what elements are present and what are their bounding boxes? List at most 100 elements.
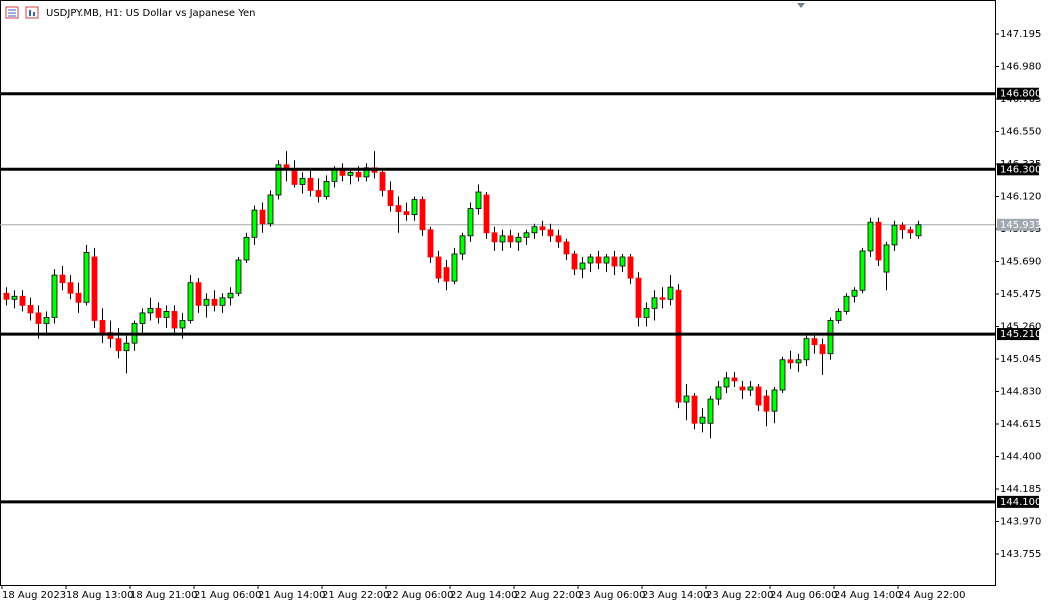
- candle-body: [843, 295, 850, 312]
- candle-body: [51, 274, 58, 318]
- candle-body: [539, 226, 546, 231]
- y-tick-label: 145.045: [1000, 354, 1041, 365]
- level-label-box: [997, 163, 1039, 176]
- candle-body: [363, 167, 370, 178]
- candle-body: [611, 256, 618, 267]
- candle-body: [667, 286, 674, 300]
- candle-body: [155, 307, 162, 318]
- candle-body: [299, 177, 306, 185]
- candle-body: [907, 229, 914, 234]
- candle-body: [395, 205, 402, 213]
- candle-body: [763, 395, 770, 412]
- candle-body: [699, 416, 706, 424]
- candle-body: [571, 253, 578, 270]
- level-label: 146.800: [1000, 89, 1041, 100]
- candle-body: [875, 221, 882, 261]
- candle-body: [723, 377, 730, 388]
- level-label: 145.210: [1000, 329, 1041, 340]
- y-tick-label: 146.120: [1000, 192, 1041, 203]
- symbol-icons: [5, 6, 39, 19]
- candle-body: [43, 317, 50, 324]
- candle-body: [595, 256, 602, 264]
- candle-body: [187, 282, 194, 321]
- candle-body: [107, 332, 114, 340]
- candle-body: [171, 310, 178, 329]
- candle-body: [579, 262, 586, 270]
- candle-body: [355, 171, 362, 178]
- candle-body: [323, 180, 330, 197]
- candle-body: [195, 282, 202, 306]
- candle-body: [443, 267, 450, 282]
- candle-body: [523, 232, 530, 238]
- level-label: 144.100: [1000, 497, 1041, 508]
- y-tick-label: 147.195: [1000, 29, 1041, 40]
- candle-body: [819, 344, 826, 355]
- candle-body: [851, 289, 858, 297]
- candle-body: [227, 292, 234, 299]
- candle-body: [707, 398, 714, 424]
- candle-body: [435, 256, 442, 279]
- candle-body: [59, 274, 66, 284]
- candle-body: [587, 256, 594, 264]
- candle-body: [795, 359, 802, 364]
- candle-body: [867, 221, 874, 252]
- candle-body: [99, 320, 106, 333]
- x-tick-label: 24 Aug 06:00: [770, 590, 837, 601]
- candle-body: [827, 320, 834, 355]
- candle-body: [419, 199, 426, 231]
- candle-body: [75, 292, 82, 303]
- candle-body: [347, 171, 354, 176]
- candle-body: [915, 224, 922, 237]
- candle-body: [275, 164, 282, 196]
- candle-body: [731, 377, 738, 382]
- x-tick-label: 18 Aug 21:00: [130, 590, 197, 601]
- candle-body: [19, 295, 26, 306]
- shift-marker: [797, 3, 805, 8]
- candle-body: [475, 191, 482, 210]
- candle-body: [651, 297, 658, 309]
- candle-body: [123, 342, 130, 352]
- x-tick-label: 22 Aug 06:00: [386, 590, 453, 601]
- icon-bar: [29, 10, 31, 16]
- candle-body: [35, 312, 42, 324]
- candle-body: [835, 310, 842, 321]
- y-tick-label: 143.970: [1000, 517, 1041, 528]
- candle-body: [779, 359, 786, 391]
- candle-body: [147, 307, 154, 314]
- x-tick-label: 21 Aug 14:00: [258, 590, 325, 601]
- last-price-box: [997, 218, 1039, 231]
- x-tick-label: 21 Aug 06:00: [194, 590, 261, 601]
- level-label: 146.300: [1000, 164, 1041, 175]
- candle-body: [899, 224, 906, 231]
- candle-body: [771, 389, 778, 412]
- level-label-box: [997, 328, 1039, 341]
- candle-body: [179, 320, 186, 329]
- candle-body: [811, 338, 818, 346]
- candle-body: [27, 304, 34, 314]
- candle-body: [259, 209, 266, 225]
- candle-body: [755, 386, 762, 406]
- candle-body: [3, 292, 10, 300]
- candle-body: [203, 298, 210, 306]
- candle-body: [683, 395, 690, 403]
- candle-body: [11, 295, 18, 300]
- candle-body: [603, 256, 610, 264]
- candle-body: [115, 338, 122, 352]
- candle-body: [411, 199, 418, 216]
- candle-body: [427, 229, 434, 258]
- candle-body: [83, 252, 90, 303]
- candle-body: [555, 235, 562, 243]
- candle-body: [715, 386, 722, 400]
- candle-body: [451, 253, 458, 282]
- candle-body: [507, 235, 514, 243]
- icon: [25, 6, 39, 19]
- x-tick-label: 24 Aug 14:00: [834, 590, 901, 601]
- y-tick-label: 145.260: [1000, 322, 1041, 333]
- x-tick-label: 22 Aug 14:00: [450, 590, 517, 601]
- candle-body: [547, 229, 554, 237]
- candle-body: [315, 190, 322, 197]
- candle-body: [659, 297, 666, 300]
- candle-body: [163, 310, 170, 318]
